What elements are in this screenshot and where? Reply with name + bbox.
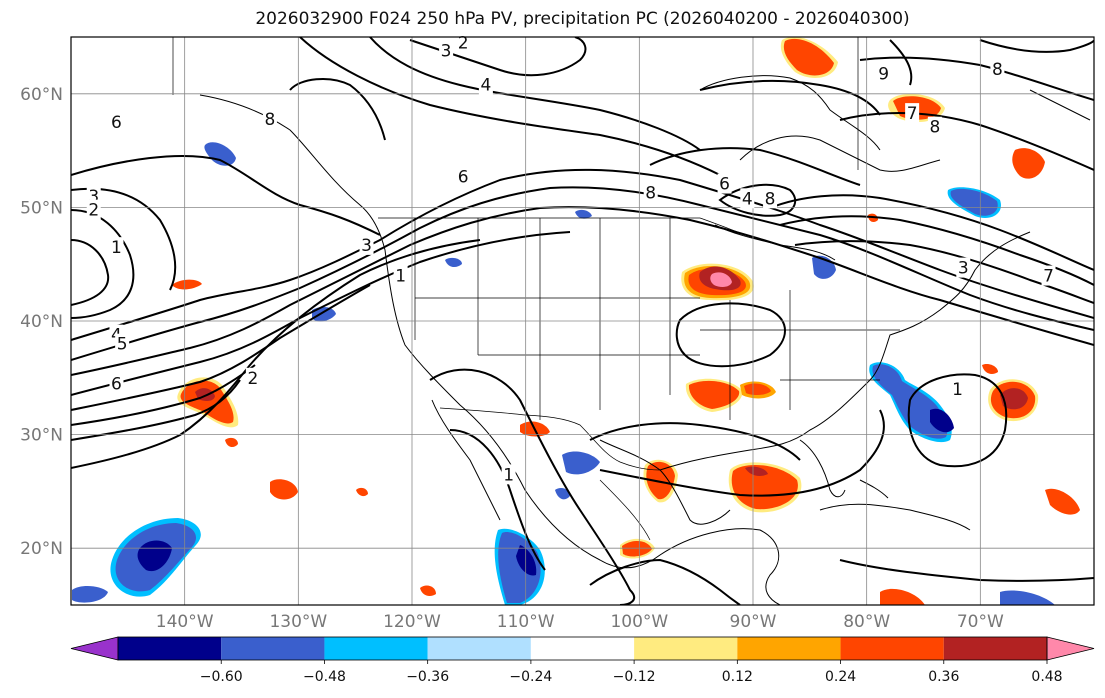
colorbar-extend-min [70, 636, 119, 661]
graticule [71, 37, 1094, 605]
lon-tick-label: 80°W [843, 612, 890, 632]
colorbar-segment [634, 637, 738, 660]
map-frame [70, 36, 1095, 606]
contour-label-bg [456, 166, 471, 187]
lon-tick-label: 100°W [610, 612, 668, 632]
colorbar-segment [427, 637, 531, 660]
precipitation-shading [72, 37, 1080, 605]
contour-label-bg [876, 63, 891, 84]
contour-label-bg [740, 188, 755, 209]
contour-label-bg [990, 58, 1005, 79]
contour-label: 2 [247, 369, 258, 389]
pv-contour-labels: 632145623163248864897883711 [86, 32, 1056, 485]
contour-label-bg [956, 257, 971, 278]
contour-label: 3 [958, 259, 969, 279]
colorbar-tick-label: −0.24 [509, 669, 552, 685]
contour-label-bg [245, 367, 260, 388]
colorbar-tick-label: 0.12 [722, 669, 753, 685]
contour-label-bg [109, 237, 124, 258]
contour-label-bg [393, 265, 408, 286]
lon-tick-label: 120°W [383, 612, 441, 632]
contour-label-bg [501, 464, 516, 485]
contour-label-bg [86, 199, 101, 220]
colorbar-segment [118, 637, 222, 660]
contour-label-bg [109, 373, 124, 394]
contour-label: 3 [441, 42, 452, 62]
contour-label-bg [478, 74, 493, 95]
longitude-tick-labels: 140°W 130°W 120°W 110°W 100°W 90°W 80°W 70°W [156, 612, 1004, 632]
contour-label-bg [763, 188, 778, 209]
contour-label-bg [109, 112, 124, 133]
contour-label: 8 [992, 60, 1003, 80]
contour-label-bg [643, 182, 658, 203]
map-title: 2026032900 F024 250 hPa PV, precipitatio… [255, 9, 910, 29]
contour-label: 4 [480, 76, 491, 96]
contour-label: 6 [719, 175, 730, 195]
contour-label: 3 [361, 236, 372, 256]
lon-tick-label: 140°W [156, 612, 214, 632]
contour-label: 4 [742, 189, 753, 209]
colorbar-tick-label: 0.24 [825, 669, 856, 685]
contour-label: 6 [111, 374, 122, 394]
contour-label: 2 [458, 34, 469, 54]
contour-label: 9 [878, 64, 889, 84]
contour-label: 8 [929, 118, 940, 138]
colorbar-extend-max [1046, 636, 1095, 661]
lon-tick-label: 130°W [269, 612, 327, 632]
colorbar-outline [117, 636, 1048, 661]
colorbar-tick-label: −0.48 [303, 669, 346, 685]
contour-label: 1 [111, 238, 122, 258]
colorbar [70, 636, 1095, 661]
contour-label: 8 [645, 184, 656, 204]
contour-label: 5 [117, 335, 128, 355]
contour-label: 6 [458, 168, 469, 188]
lat-tick-label: 40°N [20, 312, 63, 332]
contour-label-bg [359, 234, 374, 255]
contour-label: 1 [503, 465, 514, 485]
contour-label: 7 [1043, 267, 1054, 287]
lat-tick-label: 60°N [20, 85, 63, 105]
colorbar-segment [530, 637, 635, 660]
contour-label: 7 [907, 104, 918, 124]
contour-label: 2 [88, 201, 99, 221]
contour-label: 6 [111, 113, 122, 133]
coastlines [199, 75, 1091, 605]
colorbar-segment [840, 637, 944, 660]
colorbar-tick-label: 0.36 [928, 669, 959, 685]
latitude-tick-labels: 20°N 30°N 40°N 50°N 60°N [20, 85, 63, 559]
lat-tick-label: 30°N [20, 426, 63, 446]
pv-contours [71, 37, 1094, 605]
colorbar-tick-label: −0.60 [200, 669, 243, 685]
lon-tick-label: 90°W [730, 612, 777, 632]
contour-label-bg [717, 173, 732, 194]
colorbar-segment [324, 637, 428, 660]
contour-label-bg [927, 116, 942, 137]
colorbar-segment [221, 637, 325, 660]
colorbar-tick-label: 0.48 [1031, 669, 1062, 685]
contour-label-bg [262, 108, 277, 129]
lon-tick-label: 110°W [497, 612, 555, 632]
colorbar-segment [943, 637, 1047, 660]
colorbar-tick-label: −0.36 [406, 669, 449, 685]
contour-label-bg [456, 32, 471, 53]
contour-label: 1 [952, 380, 963, 400]
contour-label: 3 [88, 187, 99, 207]
lat-tick-label: 50°N [20, 198, 63, 218]
contour-label: 8 [765, 189, 776, 209]
contour-label-bg [439, 40, 454, 61]
colorbar-tick-label: −0.12 [613, 669, 656, 685]
contour-label-bg [1041, 265, 1056, 286]
colorbar-labels: −0.60 −0.48 −0.36 −0.24 −0.12 0.12 0.24 0.36 0.4… [200, 660, 1063, 685]
contour-label: 1 [395, 267, 406, 287]
colorbar-segment [737, 637, 841, 660]
contour-label-bg [950, 379, 965, 400]
political-borders [172, 37, 900, 541]
contour-label-bg [905, 103, 920, 124]
contour-label-bg [115, 333, 130, 354]
lon-tick-label: 70°W [957, 612, 1004, 632]
lat-tick-label: 20°N [20, 539, 63, 559]
contour-label: 8 [265, 110, 276, 130]
